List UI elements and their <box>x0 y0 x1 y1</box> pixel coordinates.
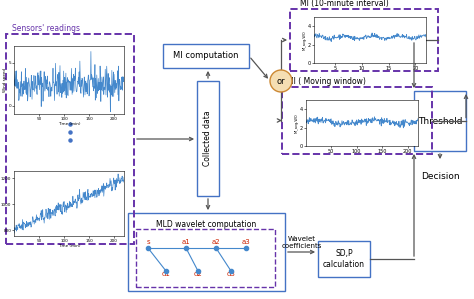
Text: Collected data: Collected data <box>203 111 212 166</box>
Text: Decision: Decision <box>421 172 459 181</box>
Text: MLD wavelet computation: MLD wavelet computation <box>156 220 256 229</box>
Bar <box>282 87 432 154</box>
Bar <box>136 229 275 287</box>
Bar <box>163 44 249 68</box>
Text: SD,P
calculation: SD,P calculation <box>323 249 365 269</box>
Bar <box>414 91 466 151</box>
Text: MI ( Moving window): MI ( Moving window) <box>287 77 366 86</box>
Text: s: s <box>146 239 150 245</box>
Text: Sensors' readings: Sensors' readings <box>12 24 80 33</box>
Text: d2: d2 <box>193 271 202 277</box>
Text: or: or <box>277 77 285 86</box>
Text: a1: a1 <box>182 239 191 245</box>
Circle shape <box>270 70 292 92</box>
Text: MI (10-minute interval): MI (10-minute interval) <box>300 0 389 8</box>
Bar <box>290 9 438 71</box>
Bar <box>128 213 285 291</box>
Text: Threshold: Threshold <box>418 117 462 126</box>
Bar <box>197 81 219 196</box>
Bar <box>318 241 370 277</box>
Text: a3: a3 <box>242 239 250 245</box>
Text: d3: d3 <box>227 271 236 277</box>
Text: Wavelet
coefficients: Wavelet coefficients <box>281 236 322 249</box>
Text: MI computation: MI computation <box>173 51 239 60</box>
Bar <box>6 34 134 244</box>
Text: a2: a2 <box>212 239 220 245</box>
Text: d1: d1 <box>162 271 171 277</box>
